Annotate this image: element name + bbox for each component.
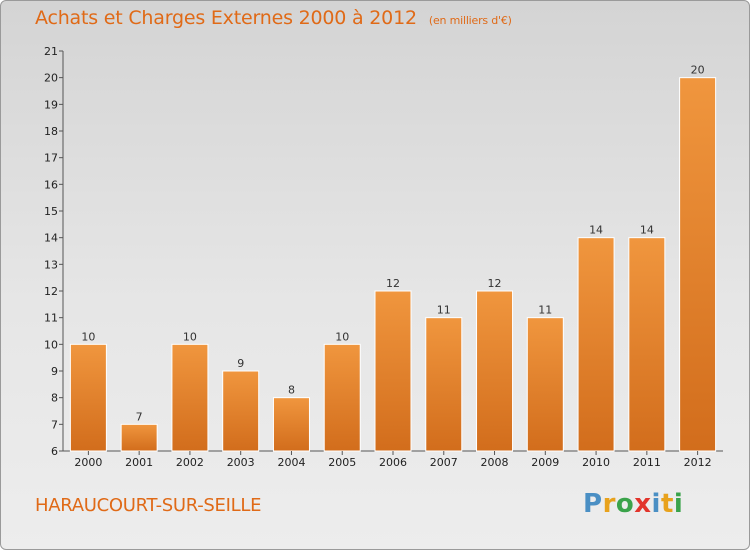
x-tick-label: 2003: [227, 456, 255, 469]
y-tick-label: 17: [44, 152, 58, 165]
bar: [679, 77, 717, 452]
x-tick-label: 2007: [430, 456, 458, 469]
commune-name: HARAUCOURT-SUR-SEILLE: [35, 495, 262, 516]
bar: [476, 290, 514, 452]
logo-letter: i: [651, 489, 661, 519]
data-label: 14: [589, 224, 603, 237]
y-tick-label: 21: [44, 45, 58, 58]
y-tick-label: 11: [44, 312, 58, 325]
x-tick-label: 2001: [125, 456, 153, 469]
bar: [628, 237, 666, 452]
logo-letter: r: [602, 489, 616, 519]
logo-letter: i: [673, 489, 684, 519]
data-label: 11: [538, 304, 552, 317]
data-label: 14: [640, 224, 654, 237]
data-label: 9: [237, 357, 244, 370]
y-tick-label: 19: [44, 98, 58, 111]
bar: [425, 317, 463, 452]
x-tick-label: 2002: [176, 456, 204, 469]
bar: [272, 397, 310, 452]
y-tick-label: 16: [44, 178, 58, 191]
bar: [374, 290, 412, 452]
x-tick-label: 2009: [531, 456, 559, 469]
x-tick-label: 2000: [74, 456, 102, 469]
y-tick-label: 18: [44, 125, 58, 138]
y-tick-label: 8: [51, 392, 58, 405]
bar: [323, 343, 361, 452]
x-tick-label: 2008: [481, 456, 509, 469]
y-tick-label: 20: [44, 72, 58, 85]
data-label: 12: [488, 277, 502, 290]
data-label: 8: [288, 384, 295, 397]
data-label: 10: [335, 330, 349, 343]
y-tick-label: 6: [51, 445, 58, 458]
bar: [69, 343, 107, 452]
y-tick-label: 9: [51, 365, 58, 378]
data-label: 20: [691, 64, 705, 77]
y-tick-label: 13: [44, 258, 58, 271]
bar: [526, 317, 564, 452]
chart-subtitle: (en milliers d'€): [428, 14, 512, 27]
x-tick-label: 2004: [277, 456, 305, 469]
y-tick-label: 14: [44, 232, 58, 245]
logo-letter: o: [615, 489, 635, 519]
chart-title-text: Achats et Charges Externes 2000 à 2012: [35, 7, 417, 29]
data-label: 7: [136, 410, 143, 423]
bar: [171, 343, 209, 452]
data-label: 10: [183, 330, 197, 343]
logo-letter: x: [634, 489, 652, 519]
logo-letter: P: [583, 489, 603, 519]
x-tick-label: 2005: [328, 456, 356, 469]
y-tick-label: 7: [51, 418, 58, 431]
y-tick-label: 12: [44, 285, 58, 298]
chart-title: Achats et Charges Externes 2000 à 2012 (e…: [35, 7, 512, 29]
data-label: 12: [386, 277, 400, 290]
x-tick-label: 2012: [684, 456, 712, 469]
logo-letter: t: [660, 489, 674, 519]
proxiti-logo: Proxiti: [583, 489, 683, 519]
x-tick-label: 2006: [379, 456, 407, 469]
x-tick-label: 2011: [633, 456, 661, 469]
x-tick-label: 2010: [582, 456, 610, 469]
bar: [222, 370, 260, 452]
y-tick-label: 10: [44, 338, 58, 351]
bar: [120, 423, 158, 452]
data-label: 10: [81, 330, 95, 343]
y-tick-label: 15: [44, 205, 58, 218]
data-label: 11: [437, 304, 451, 317]
bar: [577, 237, 615, 452]
